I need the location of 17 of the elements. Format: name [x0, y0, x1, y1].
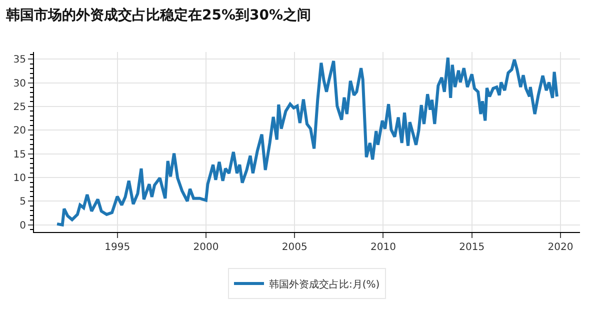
- y-tick-label: 30: [13, 78, 26, 90]
- y-tick-label: 25: [13, 102, 26, 113]
- chart-title: 韩国市场的外资成交占比稳定在25%到30%之间: [5, 6, 312, 24]
- x-tick-label: 2010: [370, 242, 396, 253]
- x-tick-label: 2015: [459, 242, 485, 253]
- y-tick-label: 0: [20, 220, 26, 232]
- legend-label: 韩国外资成交占比:月(%): [269, 278, 380, 290]
- y-tick-label: 10: [13, 173, 26, 184]
- line-series: [56, 56, 558, 226]
- y-tick-label: 35: [13, 54, 26, 66]
- x-tick-label: 2005: [282, 242, 308, 253]
- x-tick-label: 1995: [104, 242, 130, 253]
- y-tick-label: 5: [20, 196, 26, 208]
- x-tick-label: 2020: [548, 242, 574, 253]
- y-tick-label: 20: [13, 126, 26, 137]
- x-tick-label: 2000: [193, 242, 219, 253]
- y-tick-label: 15: [13, 149, 26, 160]
